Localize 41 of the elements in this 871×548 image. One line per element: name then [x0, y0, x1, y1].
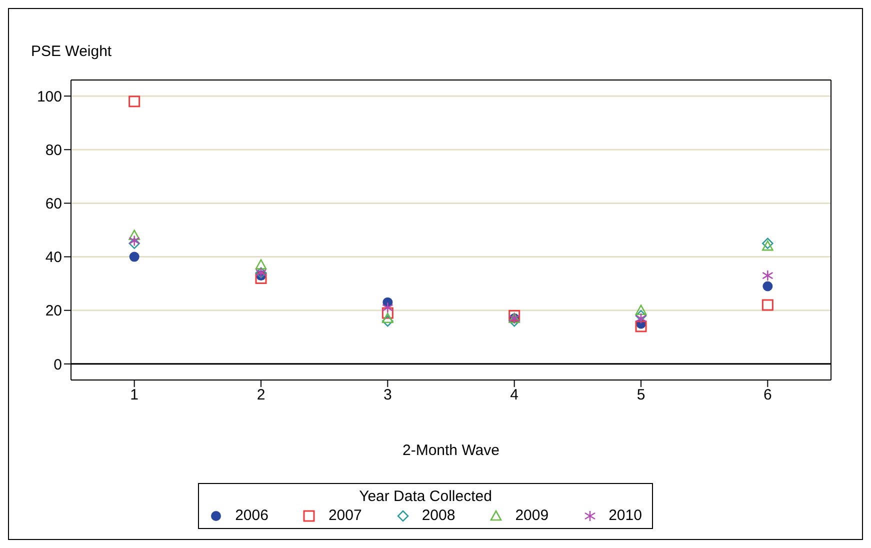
- y-tick-label: 0: [54, 356, 62, 374]
- point: [128, 235, 140, 246]
- legend-label: 2006: [235, 507, 268, 524]
- point: [508, 310, 520, 322]
- legend-label: 2008: [422, 507, 456, 524]
- point: [762, 270, 774, 282]
- x-tick-label: 1: [130, 386, 139, 404]
- y-tick-label: 20: [45, 302, 62, 320]
- legend-label: 2009: [515, 507, 549, 524]
- point: [128, 96, 140, 108]
- y-tick-label: 60: [45, 196, 62, 213]
- point: [635, 304, 647, 316]
- legend-title: Year Data Collected: [358, 488, 493, 505]
- y-tick-label: 80: [45, 142, 62, 159]
- legend-label: 2007: [328, 507, 362, 524]
- point: [382, 312, 394, 324]
- point: [382, 302, 394, 314]
- point: [382, 307, 394, 319]
- x-axis-title: 2-Month Wave: [402, 442, 500, 459]
- point: [635, 312, 647, 324]
- point: [762, 240, 774, 251]
- y-axis-title: PSE Weight: [31, 43, 112, 60]
- point: [128, 238, 140, 250]
- x-tick-label: 2: [256, 386, 266, 404]
- y-tick-label: 40: [45, 249, 62, 266]
- x-tick-label: 4: [510, 386, 519, 404]
- point: [762, 299, 774, 311]
- x-tick-label: 5: [636, 386, 646, 404]
- x-tick-label: 6: [763, 386, 772, 404]
- point: [128, 230, 140, 240]
- point: [382, 315, 394, 327]
- point: [635, 320, 647, 332]
- point: [129, 252, 140, 262]
- point: [255, 259, 267, 270]
- point: [635, 310, 647, 322]
- point: [255, 272, 267, 284]
- point: [508, 315, 520, 327]
- y-tick-label: 100: [36, 88, 62, 106]
- point: [762, 281, 773, 292]
- x-tick-label: 3: [383, 386, 392, 404]
- legend-label: 2010: [608, 507, 642, 524]
